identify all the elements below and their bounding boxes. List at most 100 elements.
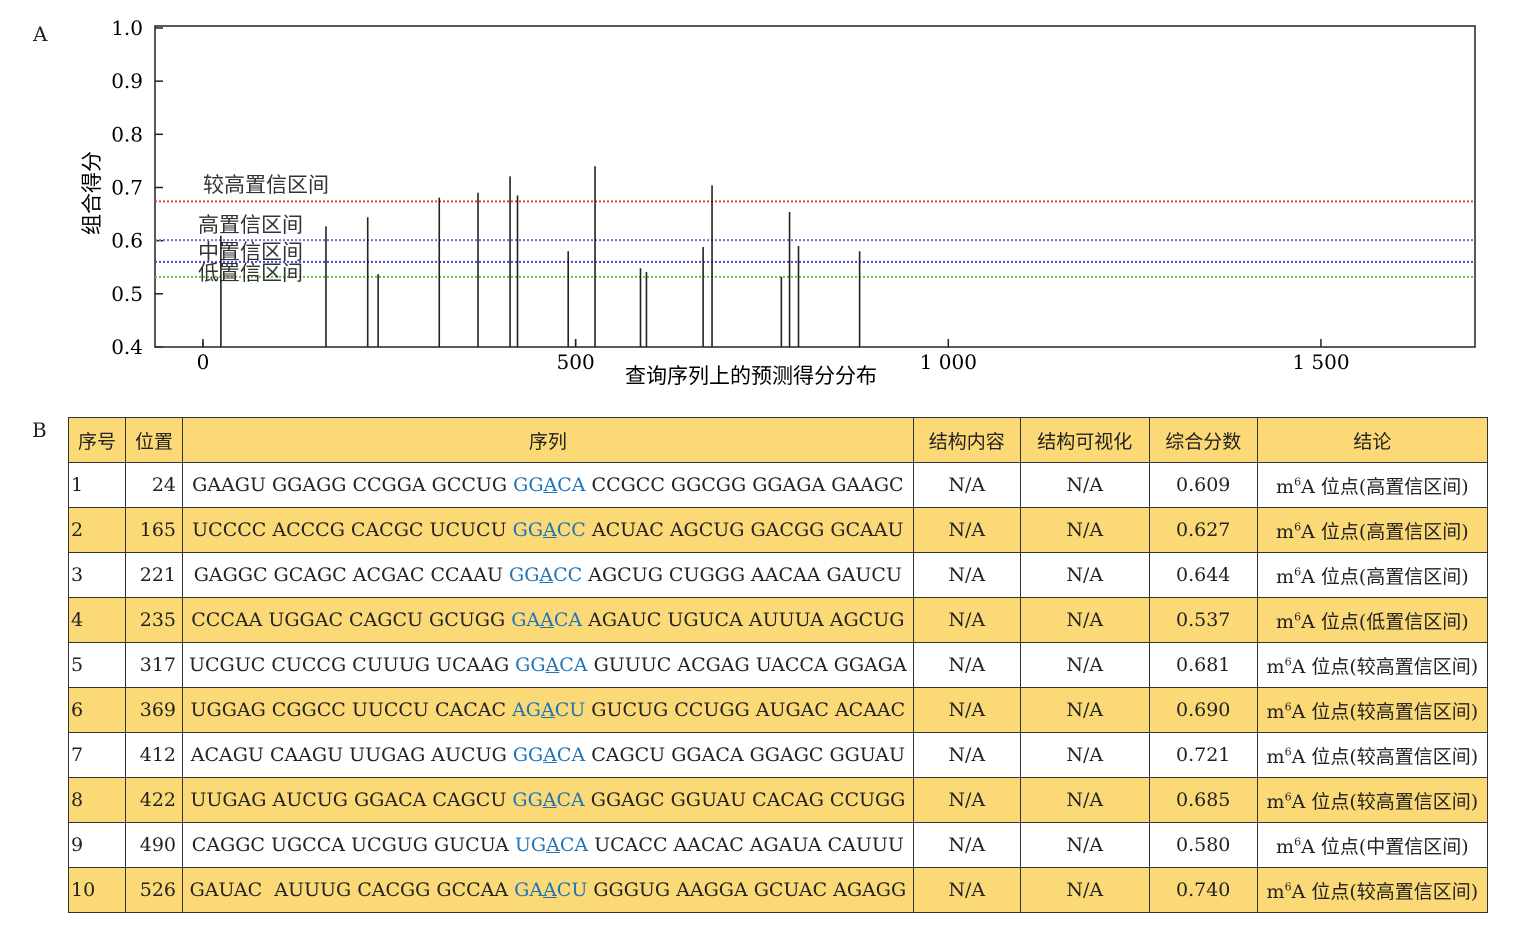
motif-modified-a: A bbox=[539, 564, 554, 586]
m6a-m: m bbox=[1266, 880, 1285, 903]
sequence: UCCCC ACCCG CACGC UCUCU GGACC ACUAC AGCU… bbox=[182, 507, 914, 553]
column-header: 位置 bbox=[125, 417, 183, 463]
conclusion: m6A 位点(较高置信区间) bbox=[1256, 732, 1489, 778]
motif-modified-a: A bbox=[543, 474, 558, 496]
position: 412 bbox=[125, 732, 183, 778]
column-header: 综合分数 bbox=[1148, 417, 1258, 463]
table-row: 3 221 GAGGC GCAGC ACGAC CCAAU GGACC AGCUG … bbox=[68, 552, 1489, 598]
structure-content: N/A bbox=[912, 642, 1021, 688]
conclusion-text: A 位点(较高置信区间) bbox=[1291, 700, 1479, 723]
motif-start: GG bbox=[512, 519, 543, 541]
column-header: 结构内容 bbox=[912, 417, 1021, 463]
conclusion: m6A 位点(高置信区间) bbox=[1256, 462, 1489, 508]
y-tick-label: 0.6 bbox=[111, 229, 143, 253]
x-tick-label: 500 bbox=[557, 350, 595, 374]
combined-score: 0.537 bbox=[1148, 597, 1258, 643]
table-row: 10 526 GAUAC AUUUG CACGG GCCAA GAACU GGGUG… bbox=[68, 867, 1489, 913]
y-axis-title: 组合得分 bbox=[80, 151, 104, 235]
row-number: 10 bbox=[68, 867, 126, 913]
row-number: 7 bbox=[68, 732, 126, 778]
threshold-label: 较高置信区间 bbox=[203, 173, 329, 197]
motif-end: CU bbox=[554, 699, 586, 721]
position: 24 bbox=[125, 462, 183, 508]
conclusion: m6A 位点(高置信区间) bbox=[1256, 552, 1489, 598]
motif-start: GG bbox=[512, 789, 543, 811]
m6a-m: m bbox=[1266, 700, 1285, 723]
motif-start: GG bbox=[512, 744, 544, 766]
table-row: 2 165 UCCCC ACCCG CACGC UCUCU GGACC ACUAC … bbox=[68, 507, 1489, 553]
column-header: 结论 bbox=[1256, 417, 1489, 463]
motif-end: CC bbox=[553, 564, 583, 586]
motif-end: CA bbox=[559, 834, 589, 856]
x-tick-label: 1 500 bbox=[1292, 350, 1349, 374]
position: 369 bbox=[125, 687, 183, 733]
motif-end: CA bbox=[559, 654, 588, 676]
conclusion: m6A 位点(较高置信区间) bbox=[1256, 687, 1489, 733]
threshold-label: 高置信区间 bbox=[198, 213, 303, 237]
combined-score: 0.721 bbox=[1148, 732, 1258, 778]
conclusion: m6A 位点(低置信区间) bbox=[1256, 597, 1489, 643]
y-tick-label: 0.7 bbox=[111, 175, 143, 199]
row-number: 6 bbox=[68, 687, 126, 733]
motif-modified-a: A bbox=[543, 744, 557, 766]
motif-end: CC bbox=[556, 519, 586, 541]
table-header-row: 序号 位置 序列 结构内容 结构可视化 综合分数 结论 bbox=[68, 417, 1489, 463]
m6a-superscript: 6 bbox=[1294, 475, 1302, 489]
position: 317 bbox=[125, 642, 183, 688]
panel-label-b: B bbox=[32, 418, 47, 442]
sequence-prefix: UCGUC CUCCG CUUUG UCAAG bbox=[189, 654, 516, 676]
structure-visualization: N/A bbox=[1019, 507, 1150, 553]
m6a-m: m bbox=[1276, 610, 1295, 633]
row-number: 5 bbox=[68, 642, 126, 688]
sequence-suffix: CCGCC GGCGG GGAGA GAAGC bbox=[585, 474, 904, 496]
plot-frame bbox=[154, 25, 1476, 348]
structure-visualization: N/A bbox=[1019, 642, 1150, 688]
structure-content: N/A bbox=[912, 687, 1021, 733]
motif-start: GG bbox=[509, 564, 540, 586]
x-tick-label: 0 bbox=[197, 350, 210, 374]
table-row: 9 490 CAGGC UGCCA UCGUG GUCUA UGACA UCACC … bbox=[68, 822, 1489, 868]
threshold-label: 中置信区间 bbox=[198, 240, 303, 264]
motif-end: CU bbox=[556, 879, 588, 901]
sequence-prefix: UUGAG AUCUG GGACA CAGCU bbox=[190, 789, 513, 811]
sequence-prefix: CCCAA UGGAC CAGCU GCUGG bbox=[191, 609, 512, 631]
position: 490 bbox=[125, 822, 183, 868]
position: 235 bbox=[125, 597, 183, 643]
column-header: 结构可视化 bbox=[1019, 417, 1150, 463]
m6a-m: m bbox=[1276, 835, 1295, 858]
y-tick-label: 1.0 bbox=[111, 16, 143, 40]
combined-score: 0.690 bbox=[1148, 687, 1258, 733]
combined-score: 0.609 bbox=[1148, 462, 1258, 508]
structure-visualization: N/A bbox=[1019, 822, 1150, 868]
m6a-superscript: 6 bbox=[1294, 565, 1302, 579]
m6a-superscript: 6 bbox=[1284, 700, 1292, 714]
structure-visualization: N/A bbox=[1019, 867, 1150, 913]
structure-content: N/A bbox=[912, 552, 1021, 598]
motif-end: CA bbox=[553, 609, 583, 631]
combined-score: 0.627 bbox=[1148, 507, 1258, 553]
structure-visualization: N/A bbox=[1019, 552, 1150, 598]
table-row: 7 412 ACAGU CAAGU UUGAG AUCUG GGACA CAGCU … bbox=[68, 732, 1489, 778]
combined-score: 0.644 bbox=[1148, 552, 1258, 598]
motif-modified-a: A bbox=[546, 834, 560, 856]
motif-end: CA bbox=[556, 744, 586, 766]
sequence-suffix: UCACC AACAC AGAUA CAUUU bbox=[588, 834, 904, 856]
motif-start: GG bbox=[515, 654, 546, 676]
sequence: UGGAG CGGCC UUCCU CACAC AGACU GUCUG CCUG… bbox=[182, 687, 914, 733]
motif-modified-a: A bbox=[543, 879, 557, 901]
column-header: 序号 bbox=[68, 417, 126, 463]
sequence-prefix: ACAGU CAAGU UUGAG AUCUG bbox=[190, 744, 513, 766]
structure-visualization: N/A bbox=[1019, 462, 1150, 508]
combined-score: 0.681 bbox=[1148, 642, 1258, 688]
structure-content: N/A bbox=[912, 462, 1021, 508]
motif-modified-a: A bbox=[540, 699, 555, 721]
sequence-suffix: ACUAC AGCUG GACGG GCAAU bbox=[585, 519, 904, 541]
m6a-m: m bbox=[1276, 475, 1295, 498]
m6a-superscript: 6 bbox=[1294, 610, 1302, 624]
panel-label-a: A bbox=[33, 22, 48, 46]
prediction-table: 序号 位置 序列 结构内容 结构可视化 综合分数 结论 1 24 GAAGU GGAGG CCG… bbox=[68, 417, 1489, 913]
m6a-superscript: 6 bbox=[1284, 745, 1292, 759]
conclusion-text: A 位点(中置信区间) bbox=[1301, 835, 1469, 858]
sequence: GAGGC GCAGC ACGAC CCAAU GGACC AGCUG CUGG… bbox=[182, 552, 914, 598]
sequence-suffix: GUCUG CCUGG AUGAC ACAAC bbox=[585, 699, 906, 721]
